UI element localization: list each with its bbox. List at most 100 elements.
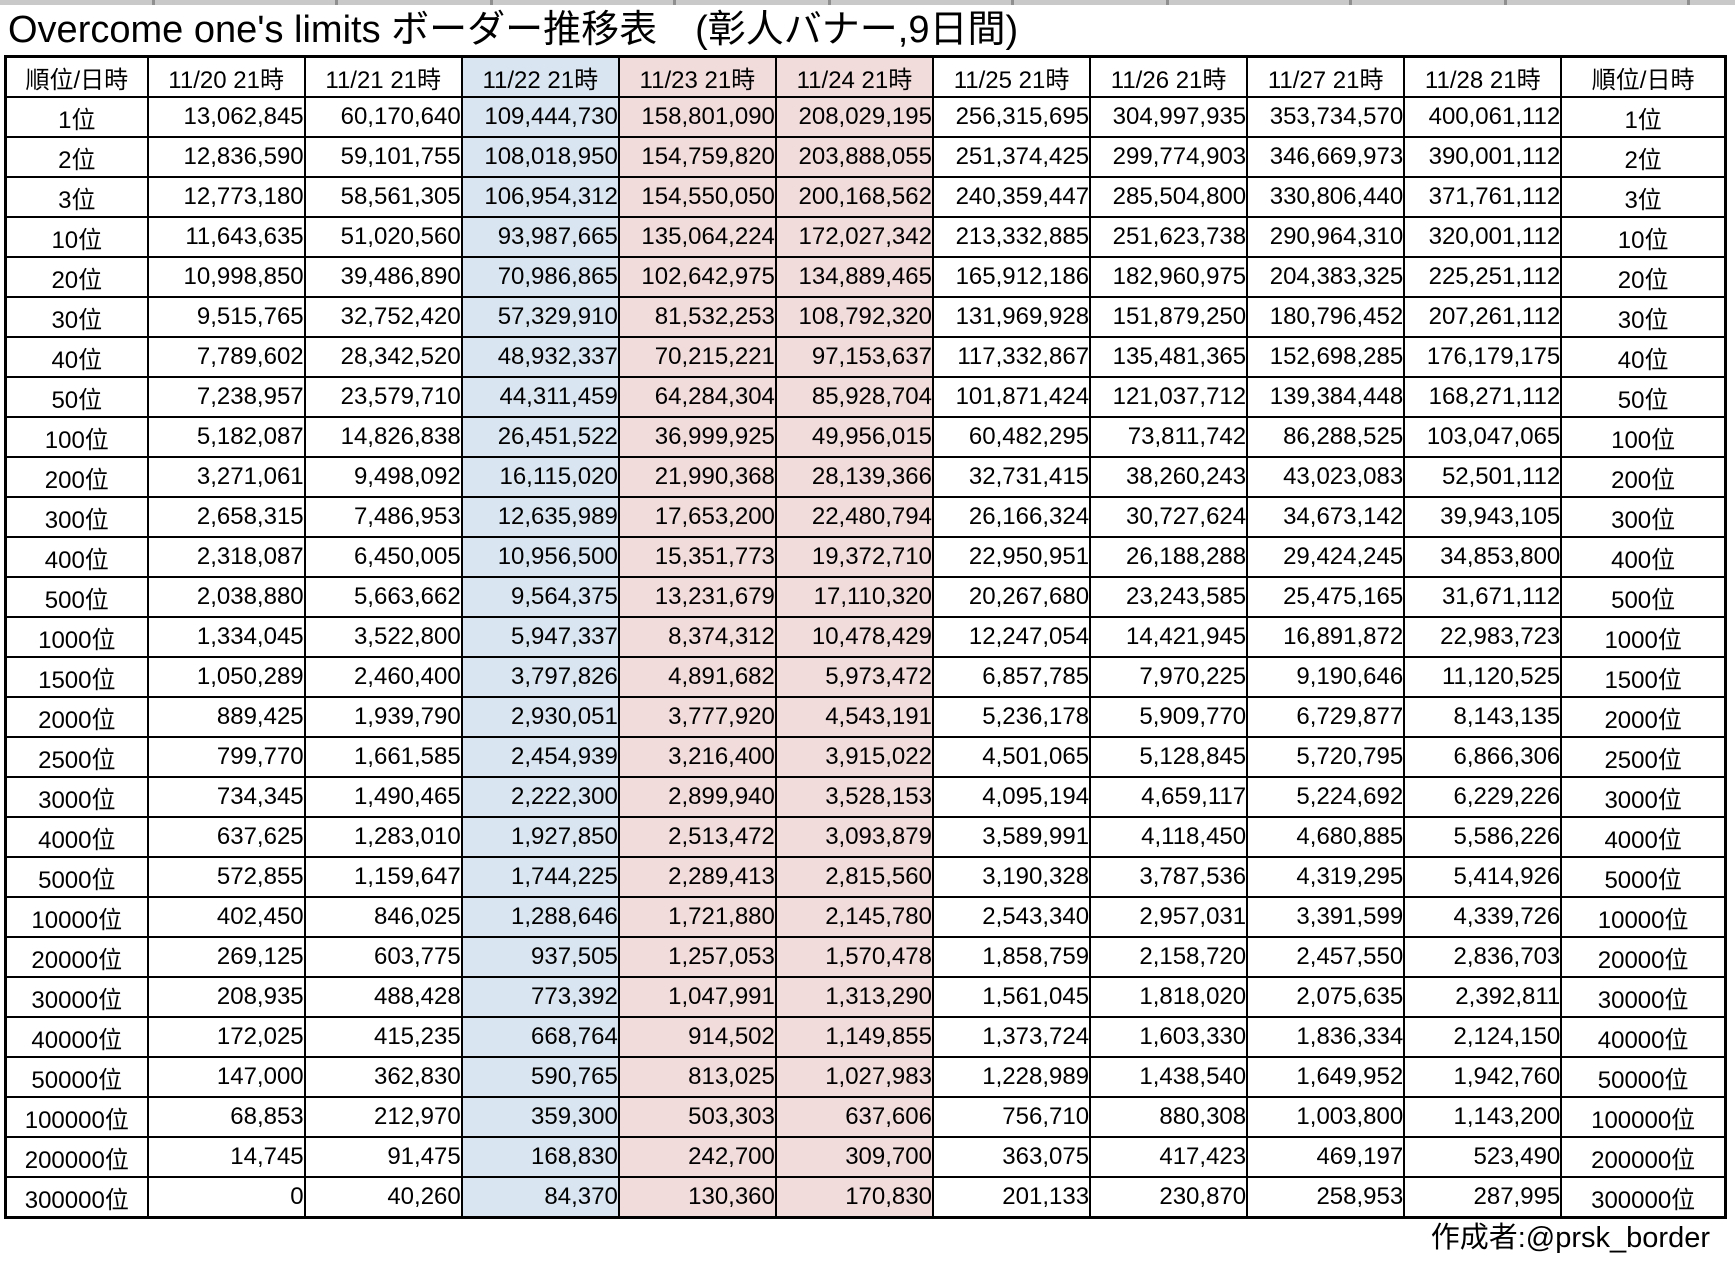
value-cell: 1,228,989 <box>931 1056 1092 1098</box>
value-cell: 225,251,112 <box>1403 256 1563 298</box>
value-cell: 359,300 <box>460 1096 620 1138</box>
value-cell: 68,853 <box>146 1096 306 1138</box>
value-cell: 38,260,243 <box>1089 456 1249 498</box>
rank-cell: 5000位 <box>4 856 149 898</box>
value-cell: 9,564,375 <box>460 576 620 618</box>
value-cell: 11,643,635 <box>146 216 306 258</box>
rank-cell: 200位 <box>1560 456 1727 498</box>
value-cell: 59,101,755 <box>303 136 463 178</box>
value-cell: 309,700 <box>774 1136 934 1178</box>
value-cell: 39,943,105 <box>1403 496 1563 538</box>
border-transition-table: 順位/日時 11/20 21時 11/21 21時 11/22 21時 11/23 21… <box>4 55 1727 1219</box>
page-title: Overcome one's limits ボーダー推移表 (彰人バナー,9日間… <box>8 9 1019 51</box>
value-cell: 172,025 <box>146 1016 306 1058</box>
rank-cell: 100000位 <box>1560 1096 1727 1138</box>
table-row: 2000位 889,425 1,939,790 2,930,051 3,777,920 4… <box>4 696 1727 738</box>
value-cell: 109,444,730 <box>460 96 620 138</box>
value-cell: 1,283,010 <box>303 816 463 858</box>
value-cell: 637,606 <box>774 1096 934 1138</box>
value-cell: 19,372,710 <box>774 536 934 578</box>
value-cell: 3,093,879 <box>774 816 934 858</box>
rank-cell: 4000位 <box>4 816 149 858</box>
value-cell: 230,870 <box>1089 1176 1249 1219</box>
value-cell: 204,383,325 <box>1246 256 1406 298</box>
value-cell: 5,586,226 <box>1403 816 1563 858</box>
value-cell: 3,589,991 <box>931 816 1092 858</box>
header-date-cell: 11/28 21時 <box>1403 55 1563 98</box>
value-cell: 285,504,800 <box>1089 176 1249 218</box>
value-cell: 2,543,340 <box>931 896 1092 938</box>
value-cell: 16,115,020 <box>460 456 620 498</box>
table-row: 4000位 637,625 1,283,010 1,927,850 2,513,472 3… <box>4 816 1727 858</box>
value-cell: 572,855 <box>146 856 306 898</box>
value-cell: 60,170,640 <box>303 96 463 138</box>
value-cell: 2,145,780 <box>774 896 934 938</box>
value-cell: 1,836,334 <box>1246 1016 1406 1058</box>
value-cell: 5,224,692 <box>1246 776 1406 818</box>
value-cell: 889,425 <box>146 696 306 738</box>
value-cell: 3,271,061 <box>146 456 306 498</box>
rank-cell: 1位 <box>4 96 149 138</box>
value-cell: 523,490 <box>1403 1136 1563 1178</box>
value-cell: 70,215,221 <box>617 336 777 378</box>
rank-cell: 20000位 <box>1560 936 1727 978</box>
table-row: 20位 10,998,850 39,486,890 70,986,865 102,642… <box>4 256 1727 298</box>
value-cell: 880,308 <box>1089 1096 1249 1138</box>
value-cell: 1,050,289 <box>146 656 306 698</box>
table-row: 3000位 734,345 1,490,465 2,222,300 2,899,940 3… <box>4 776 1727 818</box>
value-cell: 299,774,903 <box>1089 136 1249 178</box>
table-row: 1000位 1,334,045 3,522,800 5,947,337 8,374,31… <box>4 616 1727 658</box>
value-cell: 5,947,337 <box>460 616 620 658</box>
value-cell: 242,700 <box>617 1136 777 1178</box>
value-cell: 304,997,935 <box>1089 96 1249 138</box>
header-date-cell: 11/21 21時 <box>303 55 463 98</box>
value-cell: 117,332,867 <box>931 336 1092 378</box>
rank-cell: 50位 <box>1560 376 1727 418</box>
value-cell: 402,450 <box>146 896 306 938</box>
value-cell: 12,773,180 <box>146 176 306 218</box>
rank-cell: 2位 <box>4 136 149 178</box>
value-cell: 799,770 <box>146 736 306 778</box>
value-cell: 846,025 <box>303 896 463 938</box>
rank-cell: 10位 <box>4 216 149 258</box>
value-cell: 1,858,759 <box>931 936 1092 978</box>
value-cell: 3,915,022 <box>774 736 934 778</box>
value-cell: 10,478,429 <box>774 616 934 658</box>
value-cell: 8,374,312 <box>617 616 777 658</box>
value-cell: 172,027,342 <box>774 216 934 258</box>
value-cell: 2,289,413 <box>617 856 777 898</box>
value-cell: 23,243,585 <box>1089 576 1249 618</box>
value-cell: 5,909,770 <box>1089 696 1249 738</box>
table-row: 3位 12,773,180 58,561,305 106,954,312 154,550… <box>4 176 1727 218</box>
value-cell: 32,752,420 <box>303 296 463 338</box>
value-cell: 346,669,973 <box>1246 136 1406 178</box>
value-cell: 1,257,053 <box>617 936 777 978</box>
value-cell: 1,561,045 <box>931 976 1092 1018</box>
rank-cell: 1000位 <box>1560 616 1727 658</box>
value-cell: 201,133 <box>931 1176 1092 1219</box>
value-cell: 5,128,845 <box>1089 736 1249 778</box>
value-cell: 22,950,951 <box>931 536 1092 578</box>
value-cell: 5,182,087 <box>146 416 306 458</box>
value-cell: 70,986,865 <box>460 256 620 298</box>
value-cell: 2,457,550 <box>1246 936 1406 978</box>
value-cell: 7,486,953 <box>303 496 463 538</box>
value-cell: 9,190,646 <box>1246 656 1406 698</box>
value-cell: 6,450,005 <box>303 536 463 578</box>
table-row: 50000位 147,000 362,830 590,765 813,025 1,027,… <box>4 1056 1727 1098</box>
table-header-row: 順位/日時 11/20 21時 11/21 21時 11/22 21時 11/23 21… <box>4 55 1727 98</box>
value-cell: 251,374,425 <box>931 136 1092 178</box>
value-cell: 415,235 <box>303 1016 463 1058</box>
value-cell: 97,153,637 <box>774 336 934 378</box>
value-cell: 200,168,562 <box>774 176 934 218</box>
value-cell: 603,775 <box>303 936 463 978</box>
value-cell: 121,037,712 <box>1089 376 1249 418</box>
rank-cell: 40000位 <box>4 1016 149 1058</box>
value-cell: 937,505 <box>460 936 620 978</box>
rank-cell: 2500位 <box>1560 736 1727 778</box>
value-cell: 1,003,800 <box>1246 1096 1406 1138</box>
table-row: 300位 2,658,315 7,486,953 12,635,989 17,653,2… <box>4 496 1727 538</box>
value-cell: 1,603,330 <box>1089 1016 1249 1058</box>
value-cell: 1,490,465 <box>303 776 463 818</box>
value-cell: 4,680,885 <box>1246 816 1406 858</box>
